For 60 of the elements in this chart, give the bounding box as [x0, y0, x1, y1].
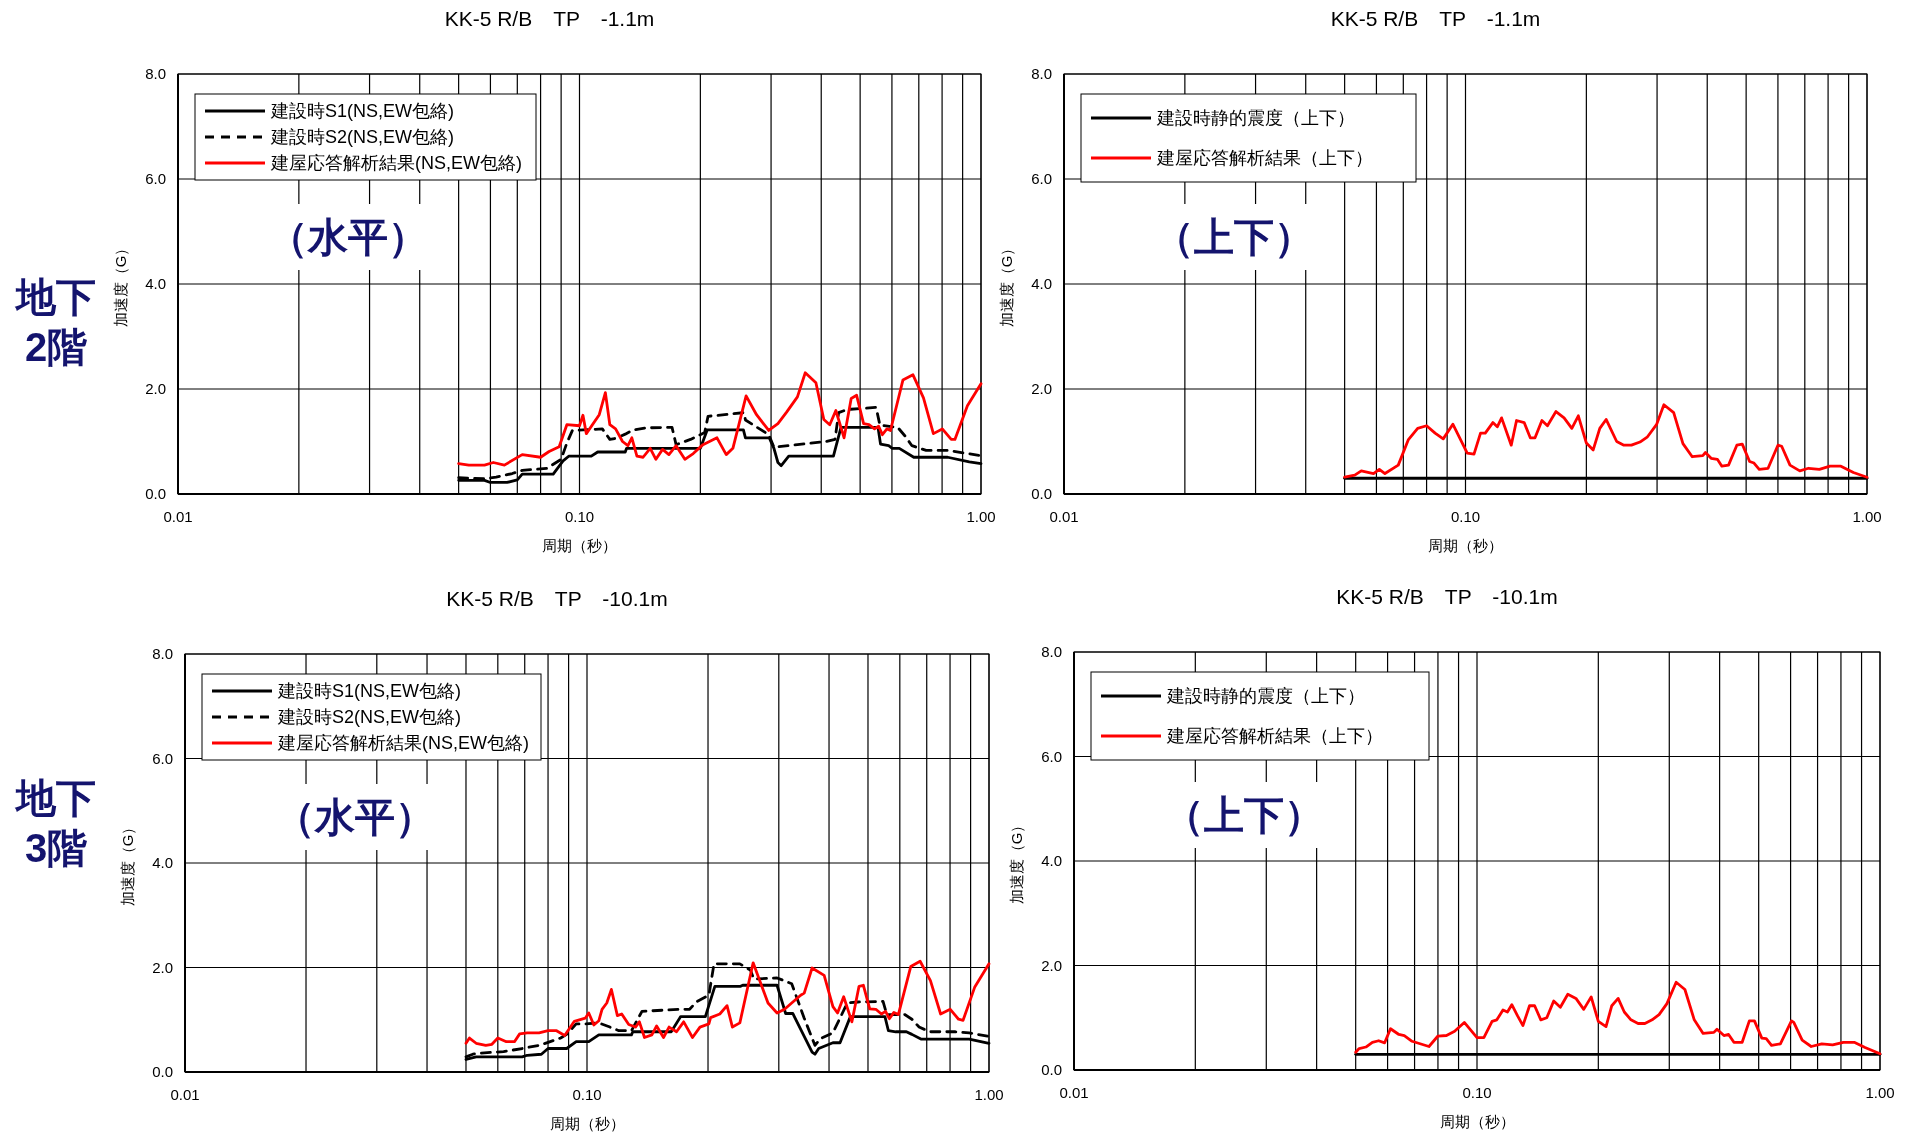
- y-tick-label: 2.0: [145, 380, 166, 397]
- x-tick-label: 0.10: [1450, 508, 1481, 525]
- x-tick-label: 0.10: [564, 508, 595, 525]
- x-tick-label: 0.10: [572, 1086, 602, 1103]
- x-axis-title: 周期（秒）: [542, 537, 617, 554]
- y-tick-label: 8.0: [1031, 65, 1052, 82]
- y-tick-label: 6.0: [152, 749, 173, 767]
- legend-label: 建設時静的震度（上下）: [1166, 686, 1365, 706]
- annotation: （上下）: [1164, 793, 1324, 837]
- y-tick-label: 8.0: [1041, 643, 1062, 660]
- x-axis-title: 周期（秒）: [549, 1115, 625, 1132]
- x-tick-label: 0.01: [1049, 508, 1079, 525]
- chart-title: KK-5 R/B TP -10.1m: [1336, 585, 1558, 608]
- legend-label: 建設時S2(NS,EW包絡): [270, 127, 455, 147]
- x-tick-label: 1.00: [1865, 1084, 1895, 1101]
- legend-label: 建屋応答解析結果（上下）: [1156, 148, 1373, 168]
- x-tick-label: 0.01: [170, 1086, 200, 1103]
- y-axis-title: 加速度（G）: [112, 240, 129, 328]
- chart-title: KK-5 R/B TP -10.1m: [446, 587, 668, 610]
- legend-label: 建設時静的震度（上下）: [1156, 108, 1355, 128]
- legend-label: 建屋応答解析結果(NS,EW包絡): [270, 153, 522, 173]
- x-tick-label: 0.10: [1462, 1084, 1492, 1101]
- annotation: （水平）: [268, 215, 428, 259]
- y-tick-label: 4.0: [1031, 275, 1052, 292]
- chart-title: KK-5 R/B TP -1.1m: [1330, 7, 1541, 30]
- annotation: （水平）: [275, 795, 435, 839]
- x-tick-label: 1.00: [966, 508, 996, 525]
- text: 地下 2階: [14, 275, 96, 369]
- y-tick-label: 2.0: [152, 958, 173, 976]
- y-tick-label: 0.0: [152, 1063, 173, 1080]
- y-axis-title: 加速度（G）: [998, 240, 1015, 328]
- y-tick-label: 6.0: [145, 170, 166, 187]
- x-axis-title: 周期（秒）: [1439, 1113, 1515, 1130]
- y-tick-label: 8.0: [152, 645, 173, 662]
- y-tick-label: 4.0: [1041, 852, 1062, 869]
- y-axis-title: 加速度（G）: [119, 819, 136, 907]
- text: 地下 3階: [14, 776, 96, 870]
- x-tick-label: 1.00: [974, 1086, 1004, 1103]
- legend-label: 建設時S1(NS,EW包絡): [277, 681, 462, 701]
- y-tick-label: 2.0: [1031, 380, 1052, 397]
- y-tick-label: 0.0: [145, 485, 166, 502]
- chart-title: KK-5 R/B TP -1.1m: [444, 7, 655, 30]
- legend-label: 建屋応答解析結果（上下）: [1166, 726, 1383, 746]
- y-tick-label: 8.0: [145, 65, 166, 82]
- x-tick-label: 0.01: [1059, 1084, 1089, 1101]
- x-tick-label: 0.01: [163, 508, 193, 525]
- x-tick-label: 1.00: [1852, 508, 1882, 525]
- y-tick-label: 6.0: [1041, 747, 1062, 765]
- legend-label: 建屋応答解析結果(NS,EW包絡): [277, 733, 529, 753]
- legend-label: 建設時S2(NS,EW包絡): [277, 707, 462, 727]
- y-tick-label: 0.0: [1041, 1061, 1062, 1078]
- y-tick-label: 2.0: [1041, 956, 1062, 974]
- y-tick-label: 4.0: [145, 275, 166, 292]
- y-axis-title: 加速度（G）: [1008, 817, 1025, 905]
- x-axis-title: 周期（秒）: [1428, 537, 1503, 554]
- annotation: （上下）: [1154, 215, 1314, 259]
- legend-label: 建設時S1(NS,EW包絡): [270, 101, 455, 121]
- y-tick-label: 4.0: [152, 854, 173, 871]
- y-tick-label: 0.0: [1031, 485, 1052, 502]
- y-tick-label: 6.0: [1031, 170, 1052, 187]
